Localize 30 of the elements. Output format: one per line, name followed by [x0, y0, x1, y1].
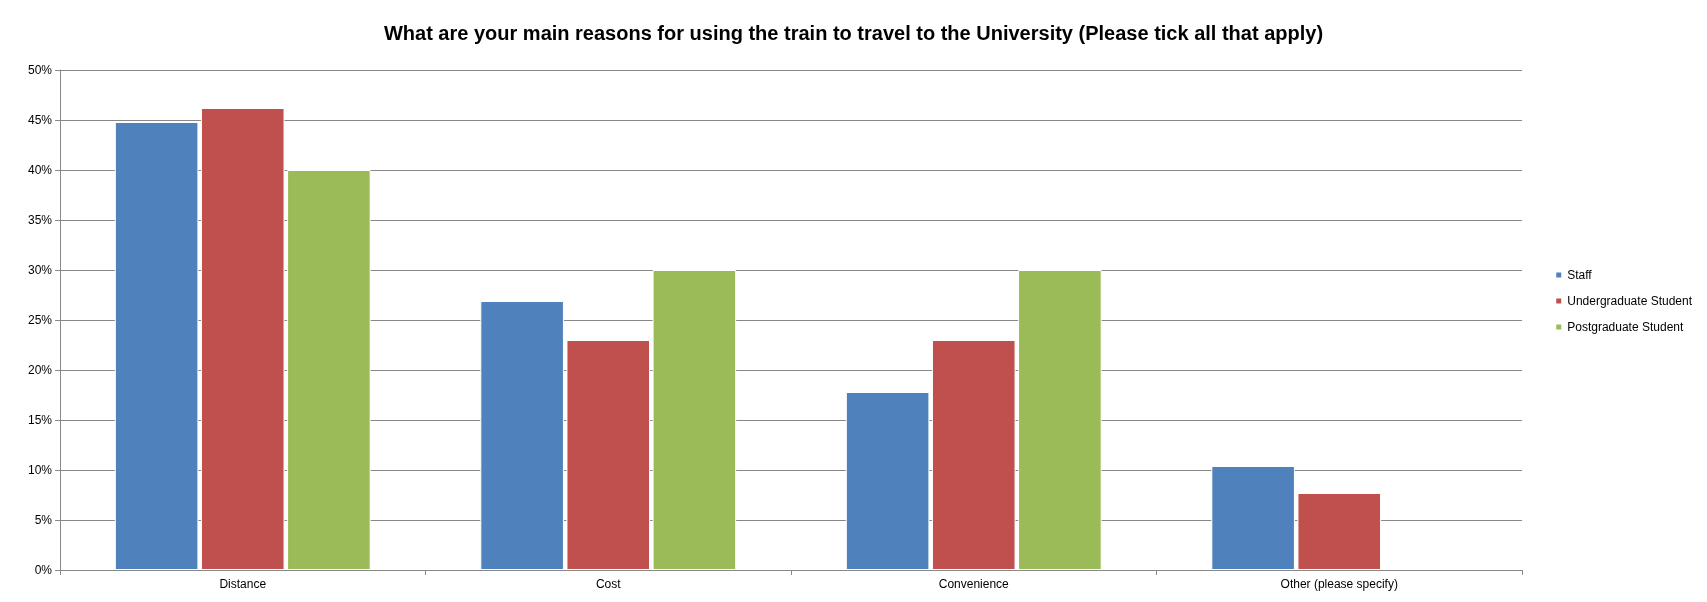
y-tick-label: 50% — [27, 63, 53, 77]
x-tick-label: Convenience — [938, 577, 1010, 591]
bar — [566, 340, 651, 570]
bar — [200, 108, 285, 570]
x-tick-label: Distance — [219, 577, 267, 591]
bar — [114, 122, 199, 570]
legend-label: Undergraduate Student — [1567, 294, 1693, 308]
bar — [1211, 466, 1295, 570]
chart-title: What are your main reasons for using the train to travel to the University (Please tick all that apply) — [383, 22, 1324, 44]
y-tick-label: 40% — [27, 163, 53, 177]
bar — [1018, 270, 1102, 570]
legend-label: Staff — [1567, 268, 1593, 282]
y-tick-label: 15% — [27, 413, 53, 427]
y-tick-label: 45% — [27, 113, 53, 127]
bar — [931, 340, 1016, 570]
y-tick-label: 10% — [27, 463, 53, 477]
y-tick-label: 0% — [34, 563, 53, 577]
bar — [1297, 493, 1382, 570]
y-tick-label: 25% — [27, 313, 53, 327]
y-tick-label: 35% — [27, 213, 53, 227]
x-tick-label: Other (please specify) — [1280, 577, 1398, 591]
bar — [845, 392, 930, 570]
y-tick-label: 5% — [34, 513, 53, 527]
y-tick-label: 20% — [27, 363, 53, 377]
bar — [652, 270, 737, 570]
bar — [287, 170, 371, 570]
bar — [480, 301, 564, 570]
x-tick-label: Cost — [595, 577, 622, 591]
legend-label: Postgraduate Student — [1567, 320, 1684, 334]
y-tick-label: 30% — [27, 263, 53, 277]
